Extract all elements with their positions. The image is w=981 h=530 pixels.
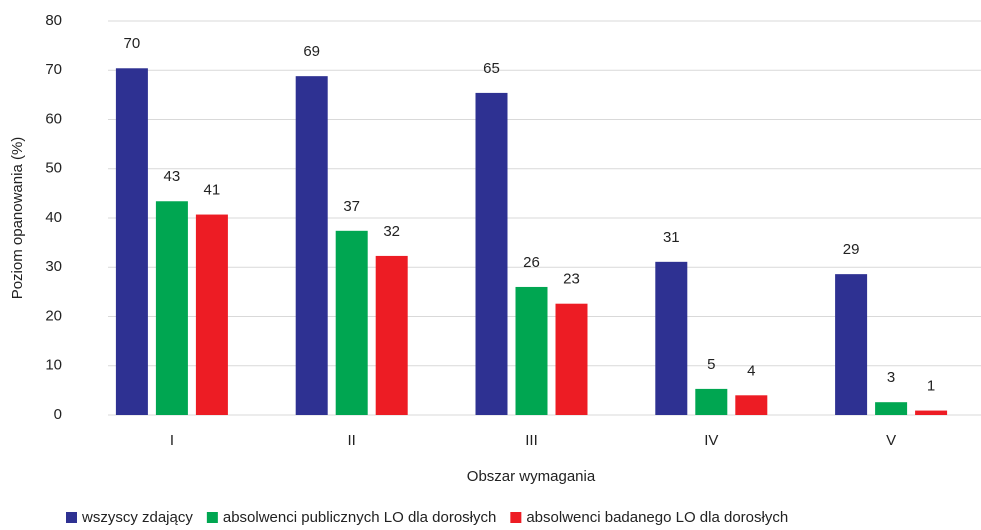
y-tick-label: 50: [45, 160, 62, 177]
legend-label: absolwenci badanego LO dla dorosłych: [526, 509, 788, 526]
bar: [655, 261, 688, 415]
value-label: 26: [523, 254, 540, 271]
legend-swatch: [510, 512, 522, 523]
bar: [155, 201, 188, 415]
value-label: 23: [563, 271, 580, 288]
bar: [695, 388, 728, 415]
y-tick-label: 60: [45, 110, 62, 127]
y-tick-label: 70: [45, 61, 62, 78]
value-label: 31: [663, 229, 680, 246]
bar: [115, 68, 148, 415]
value-label: 1: [927, 378, 935, 395]
y-tick-label: 10: [45, 357, 62, 374]
x-tick-label: V: [886, 432, 896, 449]
value-label: 70: [124, 35, 141, 52]
value-label: 5: [707, 356, 715, 373]
value-label: 37: [343, 198, 360, 215]
x-tick-label: I: [170, 432, 174, 449]
bar: [915, 410, 948, 415]
y-tick-label: 40: [45, 209, 62, 226]
value-label: 41: [204, 182, 221, 199]
value-label: 29: [843, 241, 860, 258]
bar: [735, 395, 768, 415]
value-label: 43: [164, 168, 181, 185]
bar: [475, 92, 508, 415]
bar: [195, 214, 228, 415]
value-label: 3: [887, 369, 895, 386]
bar: [555, 303, 588, 415]
bar: [835, 274, 868, 415]
value-label: 65: [483, 60, 500, 77]
bar: [875, 402, 908, 415]
y-tick-label: 20: [45, 307, 62, 324]
bar: [335, 230, 368, 415]
legend-label: wszyscy zdający: [81, 509, 193, 526]
legend-swatch: [66, 512, 77, 523]
x-tick-label: IV: [704, 432, 718, 449]
y-tick-label: 0: [54, 406, 62, 423]
value-label: 4: [747, 362, 755, 379]
value-label: 32: [383, 223, 400, 240]
x-axis-title: Obszar wymagania: [467, 468, 596, 485]
y-tick-label: 80: [45, 12, 62, 29]
x-tick-label: II: [348, 432, 356, 449]
value-label: 69: [303, 43, 320, 60]
bar: [515, 286, 548, 415]
y-tick-label: 30: [45, 258, 62, 275]
bar: [295, 76, 328, 415]
x-tick-label: III: [525, 432, 538, 449]
legend-swatch: [206, 512, 218, 523]
bar: [375, 255, 408, 415]
legend-label: absolwenci publicznych LO dla dorosłych: [223, 509, 496, 526]
y-axis-title: Poziom opanowania (%): [9, 137, 26, 300]
